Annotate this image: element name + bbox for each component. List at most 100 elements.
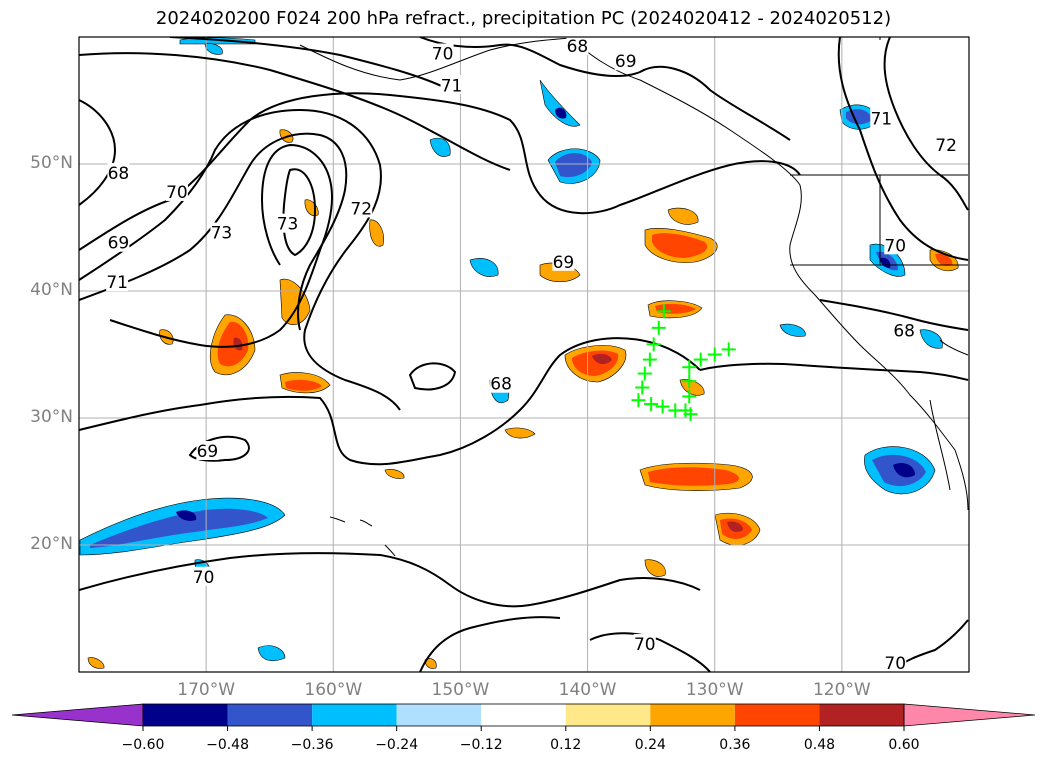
colorbar-label-2: −0.36 bbox=[290, 737, 334, 753]
track-marker-1 bbox=[651, 320, 666, 335]
contour-label-5: 70 bbox=[166, 183, 188, 203]
colorbar-label-8: 0.48 bbox=[803, 737, 836, 753]
refractivity-contours bbox=[79, 37, 969, 672]
colorbar-segment-7 bbox=[734, 704, 820, 726]
track-marker-5 bbox=[635, 380, 650, 395]
contour-label-bg-14 bbox=[192, 566, 215, 586]
lon-label-4: 130°W bbox=[685, 680, 744, 700]
lat-label-0: 20°N bbox=[30, 534, 73, 554]
colorbar-segment-3 bbox=[396, 704, 482, 726]
contour-label-bg-17 bbox=[935, 134, 958, 154]
colorbar-extend-high bbox=[903, 703, 1036, 727]
contour-69-south-loop bbox=[79, 337, 701, 466]
contour-label-bg-12 bbox=[490, 373, 513, 393]
contour-label-0: 69 bbox=[615, 52, 637, 72]
contour-label-19: 68 bbox=[893, 321, 915, 341]
contour-label-bg-16 bbox=[870, 108, 893, 128]
contour-labels: 69 68 70 71 68 70 69 73 73 72 71 69 68 69 70 70 71 72 70 68… bbox=[106, 37, 958, 674]
contour-label-bg-9 bbox=[350, 198, 373, 218]
contour-label-bg-8 bbox=[276, 213, 299, 233]
colorbar-segment-4 bbox=[481, 704, 566, 726]
track-marker-6 bbox=[631, 393, 646, 408]
contour-label-bg-4 bbox=[107, 162, 130, 182]
colorbar-label-5: 0.12 bbox=[550, 737, 582, 753]
map-frame bbox=[78, 36, 970, 673]
lon-label-0: 170°W bbox=[177, 680, 236, 700]
contour-label-bg-20 bbox=[884, 653, 907, 672]
contour-label-bg-11 bbox=[552, 251, 575, 271]
contour-71-mid bbox=[79, 132, 348, 331]
colorbar-extend-low bbox=[11, 703, 144, 727]
track-marker-4 bbox=[637, 366, 652, 381]
colorbar-segment-8 bbox=[819, 704, 904, 726]
contour-label-8: 73 bbox=[277, 215, 299, 235]
contour-label-6: 69 bbox=[108, 234, 130, 254]
contour-70-south bbox=[79, 552, 701, 608]
coastlines bbox=[299, 37, 969, 557]
contour-label-bg-13 bbox=[196, 441, 219, 461]
contour-label-bg-6 bbox=[107, 232, 130, 252]
track-marker-14 bbox=[682, 360, 697, 375]
contour-70-bottom-mid bbox=[589, 632, 711, 672]
plot-title: 2024020200 F024 200 hPa refract., precip… bbox=[155, 8, 892, 29]
contour-label-12: 68 bbox=[490, 375, 512, 395]
contour-label-20: 70 bbox=[884, 654, 906, 674]
contour-label-bg-7 bbox=[210, 222, 233, 242]
contour-label-bg-0 bbox=[614, 51, 637, 71]
contour-label-2: 70 bbox=[432, 45, 454, 65]
contour-70-west bbox=[79, 108, 401, 411]
track-marker-12 bbox=[682, 389, 697, 404]
contour-70-top bbox=[169, 37, 451, 91]
contour-71-top bbox=[79, 52, 511, 171]
contour-68-loop bbox=[408, 362, 457, 391]
colorbar bbox=[11, 703, 1036, 731]
colorbar-label-4: −0.12 bbox=[459, 737, 503, 753]
lat-label-1: 30°N bbox=[30, 407, 73, 427]
contour-69-bottom-loop bbox=[188, 435, 250, 462]
contour-label-15: 70 bbox=[634, 635, 656, 655]
contour-label-1: 68 bbox=[567, 37, 589, 57]
contour-label-16: 71 bbox=[870, 109, 892, 129]
contour-69-east bbox=[699, 362, 969, 381]
colorbar-label-7: 0.36 bbox=[719, 737, 751, 753]
contour-label-7: 73 bbox=[211, 224, 233, 244]
track-marker-17 bbox=[721, 342, 736, 357]
contour-72 bbox=[109, 143, 333, 348]
precip-negative-max bbox=[176, 107, 915, 521]
contour-label-bg-19 bbox=[893, 320, 916, 340]
contour-label-11: 69 bbox=[553, 253, 575, 273]
lat-label-3: 50°N bbox=[30, 153, 73, 173]
colorbar-label-0: −0.60 bbox=[121, 737, 165, 753]
contour-bottom-southwest bbox=[419, 616, 561, 672]
track-marker-13 bbox=[682, 374, 697, 389]
track-marker-11 bbox=[683, 407, 698, 422]
track-marker-16 bbox=[707, 347, 722, 362]
contour-label-14: 70 bbox=[193, 568, 215, 588]
track-markers bbox=[631, 304, 736, 422]
colorbar-segment-1 bbox=[227, 704, 313, 726]
contour-label-bg-3 bbox=[440, 75, 463, 95]
contour-71-east bbox=[883, 37, 969, 211]
track-marker-7 bbox=[644, 397, 659, 412]
track-marker-0 bbox=[656, 304, 671, 319]
contour-70-east bbox=[837, 37, 969, 261]
contour-label-18: 70 bbox=[884, 236, 906, 256]
track-marker-2 bbox=[646, 337, 661, 352]
contour-69-north bbox=[419, 37, 791, 141]
contour-69-main bbox=[79, 92, 801, 251]
lon-label-5: 120°W bbox=[812, 680, 871, 700]
track-marker-3 bbox=[642, 352, 657, 367]
contour-label-9: 72 bbox=[350, 199, 372, 219]
lon-label-3: 140°W bbox=[558, 680, 617, 700]
contour-label-10: 71 bbox=[106, 273, 128, 293]
contour-73 bbox=[282, 168, 317, 257]
contour-label-bg-2 bbox=[431, 43, 454, 63]
lat-label-2: 40°N bbox=[30, 280, 73, 300]
contour-68-west bbox=[79, 99, 117, 206]
contour-label-4: 68 bbox=[108, 164, 130, 184]
contour-label-13: 69 bbox=[197, 442, 219, 462]
colorbar-label-9: 0.60 bbox=[888, 737, 920, 753]
precip-positive-max bbox=[233, 337, 743, 532]
colorbar-segment-2 bbox=[312, 704, 397, 726]
